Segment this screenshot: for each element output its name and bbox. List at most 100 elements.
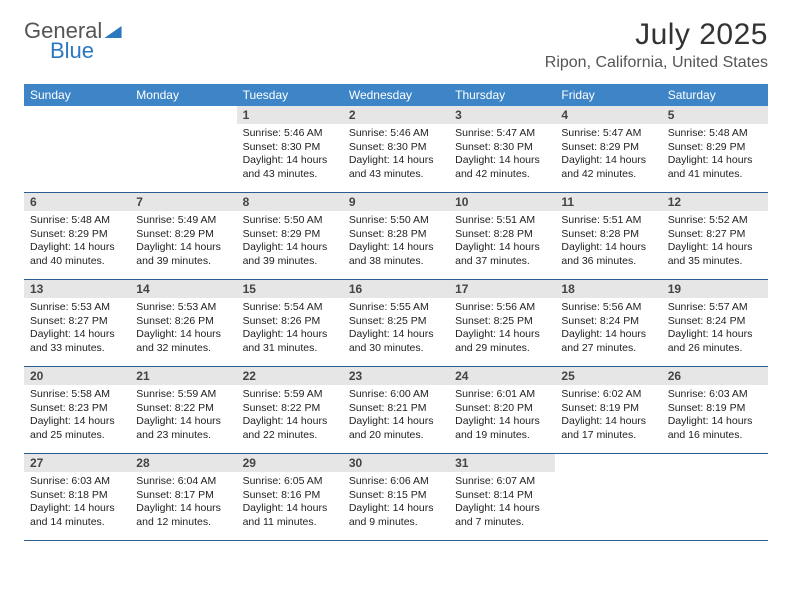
day-content: Sunrise: 5:50 AMSunset: 8:29 PMDaylight:… [237,211,343,275]
calendar-cell: 28Sunrise: 6:04 AMSunset: 8:17 PMDayligh… [130,454,236,540]
calendar-cell: 10Sunrise: 5:51 AMSunset: 8:28 PMDayligh… [449,193,555,279]
day-content: Sunrise: 5:52 AMSunset: 8:27 PMDaylight:… [662,211,768,275]
day-sunset: Sunset: 8:29 PM [561,141,655,155]
day-sunrise: Sunrise: 5:59 AM [243,388,337,402]
day-sunset: Sunset: 8:20 PM [455,402,549,416]
calendar-cell: 20Sunrise: 5:58 AMSunset: 8:23 PMDayligh… [24,367,130,453]
day-sunrise: Sunrise: 5:53 AM [136,301,230,315]
day-number: 14 [130,280,236,298]
day-number: 5 [662,106,768,124]
day-sunset: Sunset: 8:24 PM [561,315,655,329]
day-header-row: Sunday Monday Tuesday Wednesday Thursday… [24,84,768,106]
day-d1: Daylight: 14 hours [243,502,337,516]
day-sunset: Sunset: 8:27 PM [30,315,124,329]
day-sunrise: Sunrise: 5:57 AM [668,301,762,315]
day-d2: and 43 minutes. [349,168,443,182]
day-content: Sunrise: 5:53 AMSunset: 8:26 PMDaylight:… [130,298,236,362]
day-d2: and 29 minutes. [455,342,549,356]
day-d1: Daylight: 14 hours [455,241,549,255]
day-number: 18 [555,280,661,298]
day-sunrise: Sunrise: 5:58 AM [30,388,124,402]
calendar-cell: 21Sunrise: 5:59 AMSunset: 8:22 PMDayligh… [130,367,236,453]
calendar-cell: 16Sunrise: 5:55 AMSunset: 8:25 PMDayligh… [343,280,449,366]
calendar-cell: 18Sunrise: 5:56 AMSunset: 8:24 PMDayligh… [555,280,661,366]
day-content: Sunrise: 5:53 AMSunset: 8:27 PMDaylight:… [24,298,130,362]
calendar-cell: 19Sunrise: 5:57 AMSunset: 8:24 PMDayligh… [662,280,768,366]
day-header: Saturday [662,84,768,106]
day-content: Sunrise: 5:49 AMSunset: 8:29 PMDaylight:… [130,211,236,275]
day-header: Friday [555,84,661,106]
day-d2: and 40 minutes. [30,255,124,269]
day-d1: Daylight: 14 hours [561,415,655,429]
day-sunrise: Sunrise: 5:48 AM [668,127,762,141]
day-number: 10 [449,193,555,211]
day-d2: and 11 minutes. [243,516,337,530]
day-sunrise: Sunrise: 5:47 AM [561,127,655,141]
day-number: 7 [130,193,236,211]
day-sunrise: Sunrise: 5:49 AM [136,214,230,228]
day-number: 21 [130,367,236,385]
day-number: 31 [449,454,555,472]
day-d2: and 9 minutes. [349,516,443,530]
day-d2: and 19 minutes. [455,429,549,443]
day-header: Monday [130,84,236,106]
calendar-cell: 30Sunrise: 6:06 AMSunset: 8:15 PMDayligh… [343,454,449,540]
day-d1: Daylight: 14 hours [561,154,655,168]
day-content: Sunrise: 5:55 AMSunset: 8:25 PMDaylight:… [343,298,449,362]
day-d2: and 27 minutes. [561,342,655,356]
day-sunrise: Sunrise: 5:55 AM [349,301,443,315]
day-sunrise: Sunrise: 5:51 AM [455,214,549,228]
day-sunrise: Sunrise: 5:47 AM [455,127,549,141]
calendar-cell: 4Sunrise: 5:47 AMSunset: 8:29 PMDaylight… [555,106,661,192]
day-sunset: Sunset: 8:29 PM [243,228,337,242]
day-number: 22 [237,367,343,385]
calendar-cell: 9Sunrise: 5:50 AMSunset: 8:28 PMDaylight… [343,193,449,279]
day-sunrise: Sunrise: 5:51 AM [561,214,655,228]
day-d1: Daylight: 14 hours [30,241,124,255]
page-header: GeneralBlue July 2025 Ripon, California,… [0,0,792,74]
day-number: 25 [555,367,661,385]
day-content: Sunrise: 6:07 AMSunset: 8:14 PMDaylight:… [449,472,555,536]
calendar-cell: 23Sunrise: 6:00 AMSunset: 8:21 PMDayligh… [343,367,449,453]
day-number: 17 [449,280,555,298]
day-sunset: Sunset: 8:27 PM [668,228,762,242]
day-d1: Daylight: 14 hours [30,415,124,429]
day-d2: and 42 minutes. [561,168,655,182]
day-d1: Daylight: 14 hours [349,241,443,255]
day-number [555,454,661,472]
day-content: Sunrise: 5:46 AMSunset: 8:30 PMDaylight:… [237,124,343,188]
day-sunrise: Sunrise: 6:00 AM [349,388,443,402]
day-sunset: Sunset: 8:22 PM [136,402,230,416]
day-d1: Daylight: 14 hours [561,328,655,342]
day-sunset: Sunset: 8:19 PM [668,402,762,416]
day-number: 19 [662,280,768,298]
day-content: Sunrise: 5:47 AMSunset: 8:30 PMDaylight:… [449,124,555,188]
day-number: 12 [662,193,768,211]
day-d1: Daylight: 14 hours [561,241,655,255]
day-content: Sunrise: 5:57 AMSunset: 8:24 PMDaylight:… [662,298,768,362]
day-sunrise: Sunrise: 5:50 AM [243,214,337,228]
day-content: Sunrise: 5:48 AMSunset: 8:29 PMDaylight:… [24,211,130,275]
day-d2: and 39 minutes. [243,255,337,269]
day-content: Sunrise: 5:51 AMSunset: 8:28 PMDaylight:… [449,211,555,275]
day-header: Thursday [449,84,555,106]
day-sunrise: Sunrise: 5:59 AM [136,388,230,402]
day-d1: Daylight: 14 hours [349,502,443,516]
day-content: Sunrise: 6:01 AMSunset: 8:20 PMDaylight:… [449,385,555,449]
day-number [24,106,130,124]
day-sunrise: Sunrise: 6:06 AM [349,475,443,489]
day-sunset: Sunset: 8:29 PM [136,228,230,242]
day-sunset: Sunset: 8:18 PM [30,489,124,503]
calendar-cell: 27Sunrise: 6:03 AMSunset: 8:18 PMDayligh… [24,454,130,540]
day-d2: and 17 minutes. [561,429,655,443]
calendar-cell: 3Sunrise: 5:47 AMSunset: 8:30 PMDaylight… [449,106,555,192]
day-content: Sunrise: 5:50 AMSunset: 8:28 PMDaylight:… [343,211,449,275]
day-content: Sunrise: 6:03 AMSunset: 8:19 PMDaylight:… [662,385,768,449]
day-d1: Daylight: 14 hours [455,328,549,342]
day-d1: Daylight: 14 hours [243,415,337,429]
day-d2: and 33 minutes. [30,342,124,356]
calendar-cell [662,454,768,540]
day-number: 27 [24,454,130,472]
day-sunset: Sunset: 8:14 PM [455,489,549,503]
calendar-cell [130,106,236,192]
